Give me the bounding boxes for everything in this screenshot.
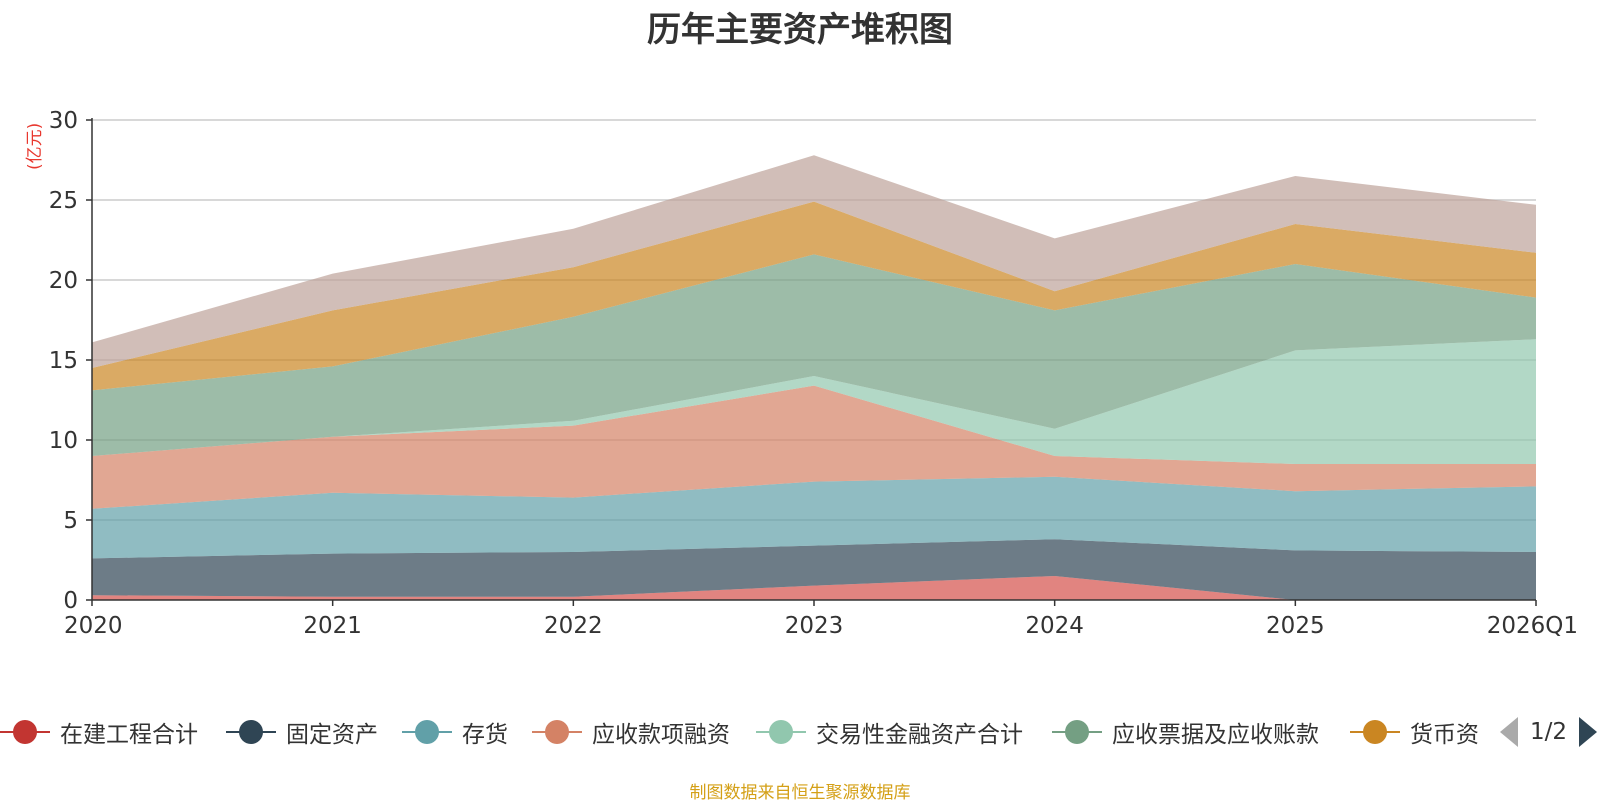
legend-label: 应收款项融资 — [592, 722, 730, 748]
legend-label: 存货 — [462, 722, 508, 748]
y-tick-label: 15 — [49, 348, 78, 374]
legend-label: 货币资 — [1410, 722, 1479, 748]
legend-next-page-icon[interactable] — [1579, 717, 1598, 747]
legend-marker — [1350, 720, 1400, 744]
y-tick-label: 20 — [49, 268, 78, 294]
legend: 在建工程合计 固定资产 存货 应收款项融资 交易性金融资产合计 应收票据及应收账… — [0, 712, 1600, 752]
area-series-6 — [92, 201, 1536, 391]
x-tick-label: 2025 — [1266, 613, 1325, 639]
legend-dot — [1363, 720, 1387, 744]
area-series-1 — [92, 539, 1536, 600]
legend-item-receivables-financing[interactable]: 应收款项融资 — [532, 712, 730, 752]
area-series-2 — [92, 476, 1536, 559]
area-series-0 — [92, 576, 1536, 600]
x-tick-label: 2026Q1 — [1487, 613, 1578, 639]
legend-marker — [226, 720, 276, 744]
y-tick-label: 30 — [49, 108, 78, 134]
y-axis-unit-label: (亿元) — [25, 122, 45, 170]
legend-marker — [402, 720, 452, 744]
legend-dot — [13, 720, 37, 744]
legend-marker — [0, 720, 50, 744]
legend-item-construction[interactable]: 在建工程合计 — [0, 712, 198, 752]
area-series-7 — [92, 155, 1536, 368]
x-tick-label: 2023 — [785, 613, 844, 639]
legend-label: 在建工程合计 — [60, 722, 198, 748]
area-series-3 — [92, 385, 1536, 509]
legend-dot — [239, 720, 263, 744]
x-tick-label: 2022 — [544, 613, 603, 639]
legend-dot — [545, 720, 569, 744]
y-axis-unit: (亿元) — [18, 118, 45, 178]
legend-item-inventory[interactable]: 存货 — [402, 712, 508, 752]
legend-item-cash[interactable]: 货币资 — [1350, 712, 1479, 752]
legend-label: 固定资产 — [286, 722, 378, 748]
legend-marker — [756, 720, 806, 744]
area-series-5 — [92, 254, 1536, 456]
legend-marker — [1052, 720, 1102, 744]
legend-item-trading-financial-assets[interactable]: 交易性金融资产合计 — [756, 712, 1023, 752]
y-tick-label: 10 — [49, 428, 78, 454]
legend-marker — [532, 720, 582, 744]
y-tick-label: 25 — [49, 188, 78, 214]
legend-dot — [415, 720, 439, 744]
legend-label: 应收票据及应收账款 — [1112, 722, 1319, 748]
legend-item-fixed-assets[interactable]: 固定资产 — [226, 712, 378, 752]
legend-dot — [1065, 720, 1089, 744]
x-tick-label: 2024 — [1025, 613, 1084, 639]
data-source-note: 制图数据来自恒生聚源数据库 — [689, 783, 911, 803]
x-tick-label: 2021 — [303, 613, 362, 639]
chart-title: 历年主要资产堆积图 — [647, 10, 953, 50]
legend-prev-page-icon[interactable] — [1500, 717, 1518, 747]
legend-dot — [769, 720, 793, 744]
legend-page-indicator: 1/2 — [1530, 719, 1568, 745]
y-tick-label: 5 — [63, 508, 78, 534]
area-series-4 — [92, 339, 1536, 464]
legend-item-notes-accounts-receivable[interactable]: 应收票据及应收账款 — [1052, 712, 1319, 752]
legend-pager: 1/2 — [1500, 712, 1598, 752]
x-tick-label: 2020 — [64, 613, 123, 639]
y-tick-label: 0 — [63, 588, 78, 614]
legend-label: 交易性金融资产合计 — [816, 722, 1023, 748]
